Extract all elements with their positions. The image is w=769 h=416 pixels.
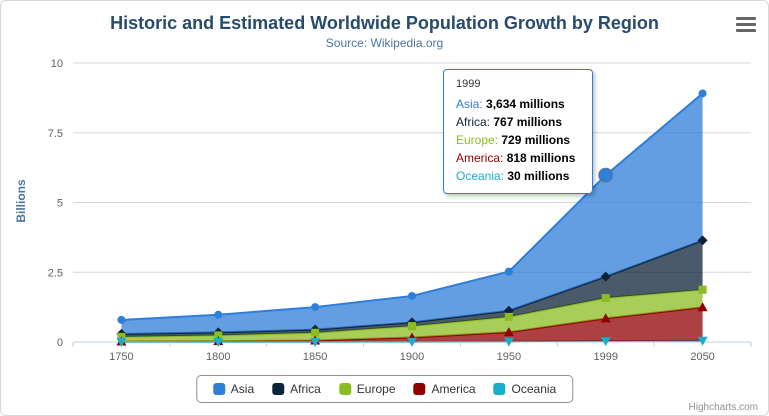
tooltip-series-name: Oceania: [456,169,508,183]
marker-america-2050[interactable] [697,302,708,312]
legend-item-africa[interactable]: Africa [272,382,321,396]
marker-europe-1800[interactable] [214,331,223,340]
tooltip-row-america: America: 818 millions [456,149,580,167]
marker-africa-1999[interactable] [600,271,611,282]
tooltip-series-value: 818 millions [506,151,576,165]
marker-asia-2050[interactable] [698,89,707,98]
marker-oceania-1950[interactable] [503,337,514,347]
burger-bar [736,17,756,20]
chart-title: Historic and Estimated Worldwide Populat… [110,13,659,33]
marker-america-1950[interactable] [503,327,514,337]
hovered-point[interactable] [598,167,614,183]
legend-label: Asia [230,382,255,396]
tooltip-series-name: Europe: [456,133,502,147]
tooltip-row-oceania: Oceania: 30 millions [456,167,580,185]
tooltip-series-value: 30 millions [507,169,570,183]
burger-bar [736,29,756,32]
marker-america-1999[interactable] [600,313,611,323]
burger-bar [736,23,756,26]
legend-swatch-africa [272,383,285,395]
y-axis-title: Billions [14,179,28,223]
export-menu-icon[interactable] [736,14,756,35]
tooltip-series-name: Asia: [456,97,487,111]
tooltip-series-name: America: [456,151,507,165]
tooltip-row-europe: Europe: 729 millions [456,131,580,149]
area-africa[interactable] [121,240,703,337]
legend-item-oceania[interactable]: Oceania [493,382,557,396]
legend-label: Europe [356,382,396,396]
legend-item-asia[interactable]: Asia [212,382,255,396]
area-america[interactable] [121,307,703,342]
marker-europe-1999[interactable] [601,294,610,303]
tooltip-header: 1999 [456,78,481,90]
tooltip-series-value: 767 millions [493,115,563,129]
marker-asia-1850[interactable] [311,303,320,312]
x-axis-tick-label: 1800 [206,351,230,363]
tooltip-series-value: 729 millions [501,133,571,147]
marker-europe-1950[interactable] [504,312,513,321]
legend-label: Oceania [511,382,557,396]
y-axis-tick-label: 10 [51,58,63,70]
marker-oceania-1999[interactable] [600,337,611,347]
marker-asia-1900[interactable] [408,291,416,300]
credits-link[interactable]: Highcharts.com [688,402,758,413]
marker-oceania-1900[interactable] [407,337,417,347]
legend-item-america[interactable]: America [413,382,476,396]
legend-swatch-oceania [493,383,506,395]
marker-asia-1800[interactable] [214,310,223,319]
y-axis-tick-label: 2.5 [48,267,63,279]
tooltip-row-asia: Asia: 3,634 millions [456,95,580,113]
marker-oceania-1850[interactable] [310,337,321,347]
marker-asia-1950[interactable] [504,267,513,276]
tooltip-series-name: Africa: [456,115,494,129]
x-axis-tick-label: 1900 [400,351,424,363]
tooltip-series-value: 3,634 millions [486,97,565,111]
x-axis-tick-label: 2050 [690,351,714,363]
marker-europe-2050[interactable] [698,285,707,294]
legend-swatch-asia [212,383,225,395]
chart-subtitle: Source: Wikipedia.org [325,36,444,50]
x-axis-tick-label: 1850 [303,351,327,363]
x-axis-tick-label: 1999 [593,351,617,363]
marker-africa-2050[interactable] [697,235,708,246]
legend: Asia Africa Europe America Oceania [195,375,574,403]
y-axis-tick-label: 7.5 [48,128,63,140]
y-axis-tick-label: 5 [57,198,63,210]
area-asia[interactable] [121,93,703,334]
legend-label: America [431,382,476,396]
x-axis-tick-label: 1750 [109,351,133,363]
tooltip: 1999 Asia: 3,634 millions Africa: 767 mil… [443,69,593,194]
marker-europe-1850[interactable] [311,328,320,337]
x-axis-tick-label: 1950 [497,351,521,363]
marker-oceania-1750[interactable] [116,337,127,347]
marker-europe-1900[interactable] [408,322,416,331]
marker-oceania-1800[interactable] [213,337,224,347]
legend-swatch-europe [338,383,351,395]
marker-asia-1750[interactable] [117,315,126,324]
legend-label: Africa [290,382,321,396]
y-axis-tick-label: 0 [57,337,63,349]
tooltip-row-africa: Africa: 767 millions [456,113,580,131]
marker-oceania-2050[interactable] [697,336,708,346]
tooltip-rows: Asia: 3,634 millions Africa: 767 millions… [456,95,580,185]
legend-item-europe[interactable]: Europe [338,382,396,396]
legend-swatch-america [413,383,426,395]
